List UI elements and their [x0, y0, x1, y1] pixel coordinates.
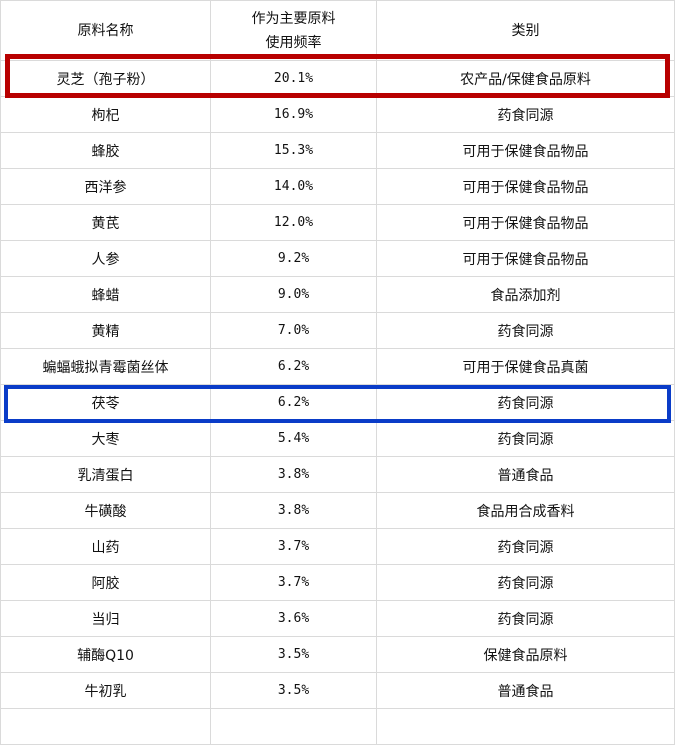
table-row: 山药 3.7% 药食同源	[0, 528, 675, 565]
cell-frequency: 9.0%	[210, 276, 377, 313]
cell-frequency: 20.1%	[210, 60, 377, 97]
cell-frequency: 6.2%	[210, 348, 377, 385]
cell-name: 牛磺酸	[0, 492, 211, 529]
cell-category: 食品添加剂	[376, 276, 675, 313]
cell-name: 乳清蛋白	[0, 456, 211, 493]
cell-category: 普通食品	[376, 672, 675, 709]
cell-name: 山药	[0, 528, 211, 565]
table-row: 蝙蝠蛾拟青霉菌丝体 6.2% 可用于保健食品真菌	[0, 348, 675, 385]
cell-frequency: 3.8%	[210, 456, 377, 493]
table-row: 辅酶Q10 3.5% 保健食品原料	[0, 636, 675, 673]
cell-frequency: 3.6%	[210, 600, 377, 637]
cell-category: 可用于保健食品物品	[376, 240, 675, 277]
cell-category: 药食同源	[376, 384, 675, 421]
table-row: 蜂蜡 9.0% 食品添加剂	[0, 276, 675, 313]
table-row: 茯苓 6.2% 药食同源	[0, 384, 675, 421]
cell-category: 药食同源	[376, 564, 675, 601]
cell-category: 可用于保健食品物品	[376, 168, 675, 205]
cell-category: 普通食品	[376, 456, 675, 493]
cell-name: 大枣	[0, 420, 211, 457]
cell-frequency: 3.7%	[210, 564, 377, 601]
cell-category: 药食同源	[376, 312, 675, 349]
cell-frequency: 3.5%	[210, 636, 377, 673]
table-row: 大枣 5.4% 药食同源	[0, 420, 675, 457]
header-frequency: 作为主要原料 使用频率	[210, 0, 377, 61]
cell-category: 药食同源	[376, 420, 675, 457]
cell-category: 药食同源	[376, 600, 675, 637]
cell-frequency: 3.7%	[210, 528, 377, 565]
cell-name: 辅酶Q10	[0, 636, 211, 673]
cell-category: 农产品/保健食品原料	[376, 60, 675, 97]
cell-frequency: 9.2%	[210, 240, 377, 277]
cell-category: 食品用合成香料	[376, 492, 675, 529]
cell-category: 可用于保健食品物品	[376, 132, 675, 169]
cell-category: 保健食品原料	[376, 636, 675, 673]
cell-category: 可用于保健食品物品	[376, 204, 675, 241]
cell-frequency: 3.8%	[210, 492, 377, 529]
table-header: 原料名称 作为主要原料 使用频率 类别	[0, 0, 675, 61]
cell-name: 灵芝（孢子粉）	[0, 60, 211, 97]
cell-name: 蜂胶	[0, 132, 211, 169]
cell-name: 枸杞	[0, 96, 211, 133]
table-row: 枸杞 16.9% 药食同源	[0, 96, 675, 133]
cell-frequency: 12.0%	[210, 204, 377, 241]
cell-category: 药食同源	[376, 96, 675, 133]
header-frequency-line1: 作为主要原料	[251, 10, 336, 27]
header-name: 原料名称	[0, 0, 211, 61]
table-row: 人参 9.2% 可用于保健食品物品	[0, 240, 675, 277]
cell-name: 阿胶	[0, 564, 211, 601]
cell-name: 人参	[0, 240, 211, 277]
table-row: 牛初乳 3.5% 普通食品	[0, 672, 675, 709]
cell-frequency: 3.5%	[210, 672, 377, 709]
table-row: 牛磺酸 3.8% 食品用合成香料	[0, 492, 675, 529]
cell-frequency: 6.2%	[210, 384, 377, 421]
table-row: 乳清蛋白 3.8% 普通食品	[0, 456, 675, 493]
table-row: 灵芝（孢子粉） 20.1% 农产品/保健食品原料	[0, 60, 675, 97]
table-row: 当归 3.6% 药食同源	[0, 600, 675, 637]
cell-name: 茯苓	[0, 384, 211, 421]
cell-name: 蜂蜡	[0, 276, 211, 313]
cell-name: 西洋参	[0, 168, 211, 205]
header-frequency-line2: 使用频率	[265, 34, 322, 51]
cell-name: 蝙蝠蛾拟青霉菌丝体	[0, 348, 211, 385]
cell-name: 当归	[0, 600, 211, 637]
table-row: 西洋参 14.0% 可用于保健食品物品	[0, 168, 675, 205]
table-row: 阿胶 3.7% 药食同源	[0, 564, 675, 601]
cell-name: 黄精	[0, 312, 211, 349]
cell-category: 可用于保健食品真菌	[376, 348, 675, 385]
cell-frequency: 14.0%	[210, 168, 377, 205]
table-row: 黄芪 12.0% 可用于保健食品物品	[0, 204, 675, 241]
table-row: 黄精 7.0% 药食同源	[0, 312, 675, 349]
cell-frequency: 7.0%	[210, 312, 377, 349]
cell-frequency: 16.9%	[210, 96, 377, 133]
header-category: 类别	[376, 0, 675, 61]
table-row: 蜂胶 15.3% 可用于保健食品物品	[0, 132, 675, 169]
cell-category: 药食同源	[376, 528, 675, 565]
cell-frequency: 5.4%	[210, 420, 377, 457]
cell-name: 黄芪	[0, 204, 211, 241]
cell-name: 牛初乳	[0, 672, 211, 709]
cell-frequency: 15.3%	[210, 132, 377, 169]
